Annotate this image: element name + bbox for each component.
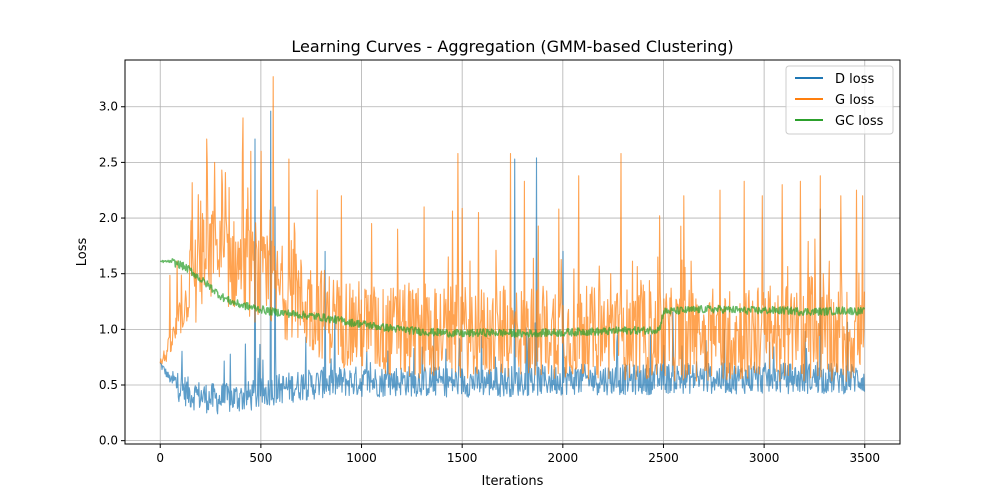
x-tick-label: 0: [156, 451, 164, 465]
y-tick-label: 0.0: [99, 434, 118, 448]
y-axis-label: Loss: [75, 238, 90, 267]
legend-label-g-loss: G loss: [835, 93, 875, 108]
x-tick-label: 3500: [849, 451, 880, 465]
x-tick-label: 1000: [346, 451, 377, 465]
legend-label-gc-loss: GC loss: [835, 114, 884, 129]
legend: D loss G loss GC loss: [785, 65, 894, 135]
y-tick-label: 0.5: [99, 378, 118, 392]
legend-box: [785, 65, 894, 135]
y-tick-label: 2.0: [99, 211, 118, 225]
y-tick-label: 2.5: [99, 155, 118, 169]
x-axis-ticks: 0 500 1000 1500 2000 2500 3000 3500: [156, 444, 880, 465]
y-tick-label: 3.0: [99, 100, 118, 114]
x-tick-label: 2500: [648, 451, 679, 465]
legend-label-d-loss: D loss: [835, 72, 874, 87]
series-line-d-loss: [159, 110, 865, 415]
plot-series: [159, 76, 866, 415]
x-tick-label: 1500: [447, 451, 478, 465]
y-tick-label: 1.0: [99, 322, 118, 336]
x-tick-label: 500: [249, 451, 272, 465]
y-axis-ticks: 0.0 0.5 1.0 1.5 2.0 2.5 3.0: [99, 100, 125, 448]
y-tick-label: 1.5: [99, 267, 118, 281]
x-tick-label: 2000: [548, 451, 579, 465]
series-line-g-loss: [159, 76, 865, 382]
x-axis-label: Iterations: [482, 474, 544, 489]
chart-title: Learning Curves - Aggregation (GMM-based…: [291, 37, 733, 56]
series-line-gc-loss: [160, 258, 866, 338]
x-tick-label: 3000: [749, 451, 780, 465]
plot-frame: [124, 59, 901, 445]
